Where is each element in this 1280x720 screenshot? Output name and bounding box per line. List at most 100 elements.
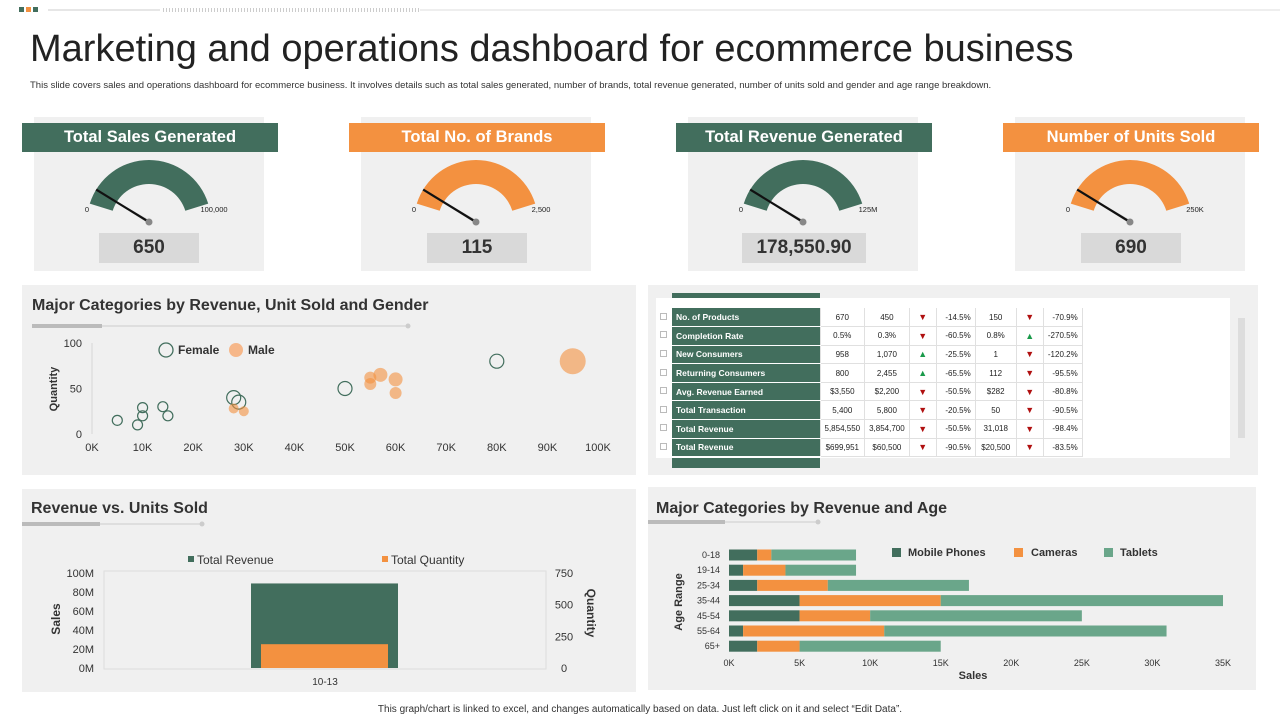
row-pct-2: -95.5% — [1043, 363, 1083, 383]
table-row: Avg. Revenue Earned $3,550 $2,200 ▼ -50.5% $2… — [656, 382, 1083, 402]
trend-down-icon: ▼ — [1016, 419, 1044, 439]
scatter-point-female — [136, 402, 149, 414]
row-checkbox[interactable] — [656, 345, 672, 364]
row-pct-2: -98.4% — [1043, 419, 1083, 439]
legend-cameras-label: Cameras — [1031, 547, 1077, 559]
legend-female-marker — [158, 342, 174, 358]
trend-down-icon: ▼ — [1016, 363, 1044, 383]
legend-total-quantity-marker — [382, 556, 388, 562]
age-bar-cameras — [757, 640, 800, 652]
trend-down-icon: ▼ — [1016, 345, 1044, 365]
row-pct-2: -90.5% — [1043, 400, 1083, 421]
revenue-ylabel: Sales — [49, 603, 63, 635]
revenue-y2tick: 0 — [561, 663, 567, 675]
scatter-ytick: 0 — [76, 429, 82, 441]
row-value-b: 450 — [864, 308, 910, 328]
age-bar-tablets — [827, 579, 969, 591]
trend-down-icon: ▼ — [1016, 438, 1044, 458]
scatter-xtick: 20K — [183, 442, 203, 454]
metrics-table: No. of Products 670 450 ▼ -14.5% 150 ▼ -70.9% Co… — [656, 308, 1083, 458]
trend-down-icon: ▼ — [909, 419, 937, 439]
scatter-point-female — [231, 394, 247, 410]
age-bar-cameras — [757, 549, 772, 561]
trend-up-icon: ▲ — [909, 363, 937, 383]
age-xtick: 35K — [1215, 658, 1231, 668]
table-row: Total Transaction 5,400 5,800 ▼ -20.5% 50 ▼ -90… — [656, 400, 1083, 421]
row-checkbox[interactable] — [656, 420, 672, 439]
table-row: Completion Rate 0.5% 0.3% ▼ -60.5% 0.8% ▲ -270.… — [656, 326, 1083, 346]
gauge-sales: 0 100,000 — [85, 160, 228, 226]
row-checkbox[interactable] — [656, 438, 672, 457]
row-pct-1: -50.5% — [936, 382, 976, 402]
revenue-y2tick: 500 — [555, 600, 573, 612]
row-label: Completion Rate — [672, 326, 821, 346]
revenue-ytick: 60M — [73, 606, 94, 618]
row-checkbox[interactable] — [656, 327, 672, 346]
age-bar-cameras — [757, 579, 828, 591]
scatter-point-female — [131, 419, 144, 431]
revenue-y2tick: 750 — [555, 568, 573, 580]
gauge-needle — [422, 188, 477, 223]
age-category-label: 55-64 — [697, 626, 720, 636]
row-checkbox[interactable] — [656, 364, 672, 383]
revenue-ytick: 40M — [73, 625, 94, 637]
age-category-label: 65+ — [705, 641, 720, 651]
row-pct-2: -80.8% — [1043, 382, 1083, 402]
age-bar-cameras — [799, 595, 941, 607]
gauge-needle — [749, 188, 804, 223]
row-checkbox[interactable] — [656, 382, 672, 401]
scatter-point-female — [157, 401, 169, 413]
age-xtick: 25K — [1074, 658, 1090, 668]
age-bar-mobile-phones — [729, 640, 758, 652]
revenue-ytick: 80M — [73, 587, 94, 599]
row-label: Total Revenue — [672, 438, 821, 458]
scatter-point-male — [228, 403, 239, 414]
row-pct-1: -90.5% — [936, 438, 976, 458]
row-value-b: $2,200 — [864, 382, 910, 402]
age-xtick: 5K — [794, 658, 805, 668]
revenue-y2label: Quantity — [584, 589, 598, 638]
age-bar-cameras — [743, 625, 885, 637]
legend-cameras-marker — [1014, 548, 1023, 557]
row-value-a: 958 — [820, 345, 866, 365]
legend-male-marker — [229, 343, 243, 357]
age-bar-tablets — [771, 549, 857, 561]
row-pct-1: -20.5% — [936, 400, 976, 421]
revenue-y2tick: 250 — [555, 631, 573, 643]
age-title: Major Categories by Revenue and Age — [656, 500, 948, 517]
revenue-title: Revenue vs. Units Sold — [31, 500, 208, 517]
kpi-title-revenue: Total Revenue Generated — [676, 123, 932, 152]
row-value-a: 800 — [820, 363, 866, 383]
row-pct-1: -14.5% — [936, 308, 976, 328]
row-value-b: 5,800 — [864, 400, 910, 421]
legend-tablets-label: Tablets — [1120, 547, 1158, 559]
row-value-b: 1,070 — [864, 345, 910, 365]
row-label: No. of Products — [672, 308, 821, 328]
row-value-a: 0.5% — [820, 326, 866, 346]
scatter-point-female — [136, 410, 149, 422]
kpi-title-brands: Total No. of Brands — [349, 123, 605, 152]
trend-down-icon: ▼ — [1016, 400, 1044, 421]
table-scrollbar[interactable] — [1238, 318, 1245, 438]
trend-down-icon: ▼ — [909, 438, 937, 458]
gauge-needle — [95, 188, 150, 223]
row-value-a: 5,854,550 — [820, 419, 866, 439]
age-bar-tablets — [799, 640, 941, 652]
row-checkbox[interactable] — [656, 308, 672, 327]
trend-down-icon: ▼ — [1016, 382, 1044, 402]
scatter-point-male — [364, 371, 377, 384]
row-label: Total Transaction — [672, 400, 821, 421]
age-bar-mobile-phones — [729, 595, 800, 607]
age-bar-cameras — [743, 564, 786, 576]
legend-mobile-marker — [892, 548, 901, 557]
legend-mobile-label: Mobile Phones — [908, 547, 986, 559]
age-bar-mobile-phones — [729, 549, 758, 561]
age-chart: Mobile Phones Cameras Tablets 0K 5K 10K 15K… — [648, 519, 1231, 682]
legend-total-revenue-marker — [188, 556, 194, 562]
scatter-xtick: 60K — [386, 442, 406, 454]
revenue-xtick: 10-13 — [312, 677, 338, 688]
row-checkbox[interactable] — [656, 401, 672, 420]
age-bar-cameras — [799, 610, 871, 622]
scatter-ytick: 100 — [64, 338, 82, 350]
table-row: Total Revenue 5,854,550 3,854,700 ▼ -50.5% 31… — [656, 419, 1083, 439]
